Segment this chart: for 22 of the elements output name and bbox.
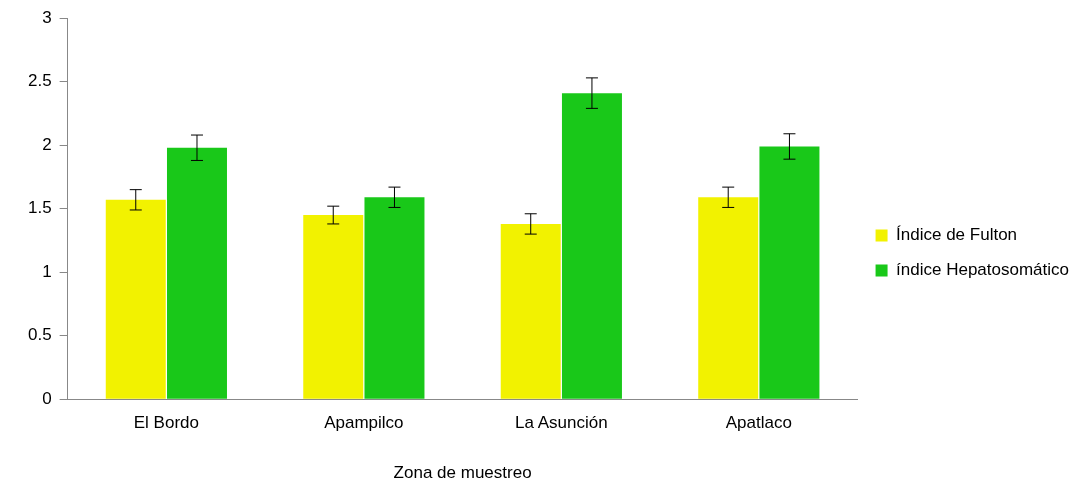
y-tick-label: 3 [42,7,52,27]
legend-label: Índice de Fulton [896,225,1018,245]
x-tick-label: La Asunción [515,413,608,433]
y-tick-label: 2.5 [27,71,52,91]
bar [561,93,622,399]
x-tick-label: El Bordo [133,413,199,433]
x-tick-label: Apatlaco [725,413,792,433]
x-tick-label: Apampilco [324,413,404,433]
bar [698,197,759,399]
x-axis-title: Zona de muestreo [393,463,532,483]
bar [166,147,227,399]
y-tick-label: 0.5 [27,325,52,345]
bar [364,197,425,399]
bar [303,215,364,399]
legend-label: índice Hepatosomático [896,260,1070,280]
y-tick-label: 0 [42,388,52,408]
bar [500,223,561,399]
bar [105,199,166,399]
y-tick-label: 1.5 [27,198,52,218]
bar [759,146,820,399]
y-tick-label: 1 [42,261,52,281]
y-tick-label: 2 [42,134,52,154]
